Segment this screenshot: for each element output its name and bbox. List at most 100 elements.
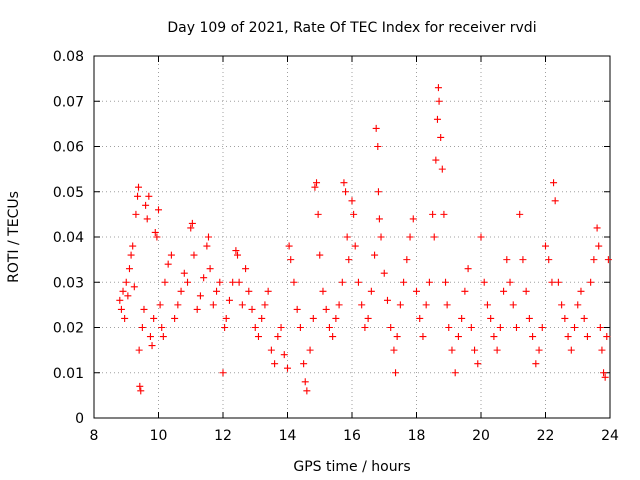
data-point [306, 346, 314, 354]
data-point [509, 301, 517, 309]
data-point [409, 215, 417, 223]
data-point [238, 301, 246, 309]
data-point [380, 269, 388, 277]
x-tick-label: 10 [150, 428, 168, 444]
data-point [583, 333, 591, 341]
data-point [187, 224, 195, 232]
data-point [125, 265, 133, 273]
x-tick-labels: 8 10 12 14 16 18 20 22 24 [90, 428, 619, 444]
data-point [140, 305, 148, 313]
data-point [335, 301, 343, 309]
data-point [396, 301, 404, 309]
data-point [150, 314, 158, 322]
data-point [604, 256, 612, 264]
data-point [535, 346, 543, 354]
data-point [301, 378, 309, 386]
data-point [174, 301, 182, 309]
data-point [451, 369, 459, 377]
data-point [245, 287, 253, 295]
data-point [348, 197, 356, 205]
data-point [445, 324, 453, 331]
data-point [209, 301, 217, 309]
data-point [343, 233, 351, 241]
data-point [433, 115, 441, 123]
data-point [267, 346, 275, 354]
data-point [448, 346, 456, 354]
data-point [593, 224, 601, 232]
x-tick-label: 20 [472, 428, 490, 444]
data-point [316, 251, 324, 259]
data-point [474, 360, 482, 368]
data-point [358, 301, 366, 309]
data-point [422, 301, 430, 309]
data-point [177, 287, 185, 295]
data-point [122, 278, 130, 286]
data-point [196, 292, 204, 300]
data-point [477, 233, 485, 241]
data-point [522, 287, 530, 295]
x-tick-label: 12 [214, 428, 232, 444]
data-point [134, 192, 142, 200]
data-point [206, 265, 214, 273]
data-point [351, 242, 359, 250]
data-point [538, 324, 546, 331]
data-point [600, 369, 608, 377]
data-point [338, 278, 346, 286]
x-axis-label: GPS time / hours [293, 459, 410, 475]
data-point [137, 387, 145, 395]
data-point [138, 324, 146, 331]
data-point [251, 324, 259, 331]
data-point [303, 387, 311, 395]
data-point [229, 278, 237, 286]
data-point [548, 278, 556, 286]
data-point [300, 360, 308, 368]
data-points [116, 84, 612, 395]
data-point [571, 324, 579, 331]
data-point [258, 314, 266, 322]
y-axis-label: ROTI / TECUs [6, 191, 22, 283]
data-point [116, 296, 124, 304]
data-point [516, 210, 524, 218]
data-point [598, 346, 606, 354]
data-point [248, 305, 256, 313]
data-point [406, 233, 414, 241]
data-point [146, 333, 154, 341]
data-point [354, 278, 362, 286]
data-point [124, 292, 132, 300]
data-point [458, 314, 466, 322]
data-point [204, 233, 212, 241]
data-point [375, 215, 383, 223]
data-point [180, 269, 188, 277]
data-point [216, 278, 224, 286]
y-tick-label: 0.04 [53, 230, 84, 246]
data-point [467, 324, 475, 331]
data-point [342, 188, 350, 196]
data-point [512, 324, 520, 331]
data-point [403, 256, 411, 264]
data-point [153, 233, 161, 241]
data-point [432, 156, 440, 164]
axis-ticks [93, 55, 611, 419]
y-tick-label: 0.08 [53, 49, 84, 65]
data-point [503, 256, 511, 264]
data-point [285, 242, 293, 250]
data-point [161, 278, 169, 286]
data-point [345, 256, 353, 264]
data-point [371, 251, 379, 259]
data-point [313, 179, 321, 187]
y-tick-labels: 0 0.01 0.02 0.03 0.04 0.05 0.06 0.07 0.08 [53, 49, 84, 427]
data-point [601, 373, 609, 381]
data-point [525, 314, 533, 322]
data-point [127, 251, 135, 259]
data-point [383, 296, 391, 304]
data-point [156, 301, 164, 309]
data-point [545, 256, 553, 264]
data-point [136, 382, 144, 390]
data-point [419, 333, 427, 341]
data-point [184, 278, 192, 286]
data-point [254, 333, 262, 341]
data-point [135, 183, 143, 191]
data-point [361, 324, 369, 331]
data-point [500, 287, 508, 295]
